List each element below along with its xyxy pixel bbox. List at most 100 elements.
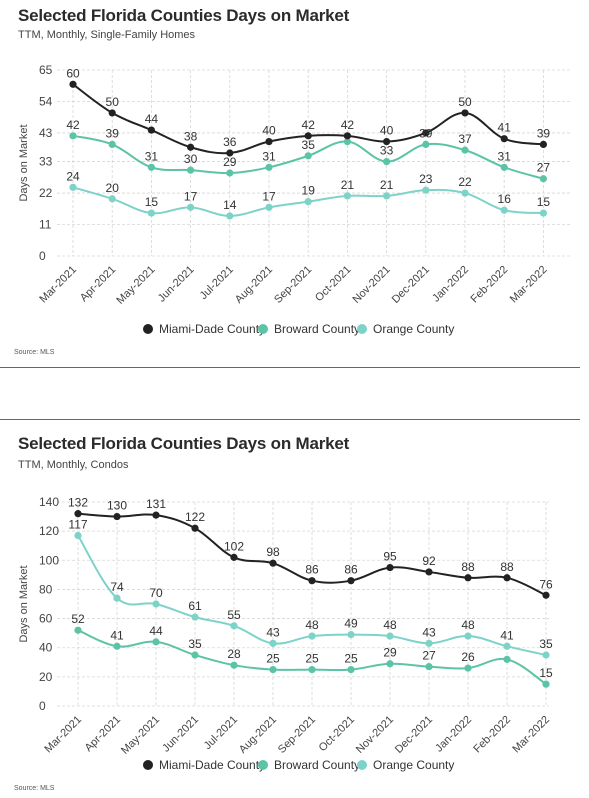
data-label: 15 — [539, 666, 553, 680]
data-point — [269, 559, 277, 567]
data-point — [422, 129, 430, 137]
x-tick-label: Mar-2022 — [508, 264, 550, 306]
data-label: 44 — [145, 112, 159, 126]
data-point — [304, 198, 312, 206]
data-label: 31 — [262, 149, 276, 163]
data-label: 29 — [223, 155, 237, 169]
data-label: 26 — [461, 650, 475, 664]
chart-source: Source: MLS — [14, 349, 55, 356]
data-point — [461, 189, 469, 197]
data-label: 102 — [224, 539, 244, 553]
data-point — [187, 203, 195, 211]
data-label: 39 — [419, 126, 433, 140]
chart-subtitle: TTM, Monthly, Condos — [18, 459, 129, 471]
chart-panel-condos: Selected Florida Counties Days on Market… — [0, 420, 589, 798]
data-point — [461, 146, 469, 154]
data-label: 88 — [500, 560, 514, 574]
x-tick-label: Mar-2022 — [510, 714, 552, 756]
data-point — [386, 660, 394, 668]
data-label: 122 — [185, 510, 205, 524]
data-label: 86 — [344, 563, 358, 577]
data-point — [383, 192, 391, 200]
data-point — [503, 574, 511, 582]
data-label: 16 — [498, 192, 512, 206]
y-tick-label: 40 — [39, 641, 53, 655]
data-label: 74 — [110, 580, 124, 594]
data-label: 60 — [66, 66, 80, 80]
data-point — [343, 132, 351, 140]
data-label: 98 — [266, 545, 280, 559]
data-label: 39 — [106, 126, 120, 140]
x-tick-label: Oct-2021 — [317, 714, 357, 754]
data-label: 42 — [341, 118, 355, 132]
data-point — [152, 600, 160, 608]
y-tick-label: 20 — [39, 670, 53, 684]
y-tick-label: 140 — [39, 495, 59, 509]
y-tick-label: 0 — [39, 249, 46, 263]
x-tick-label: Mar-2021 — [37, 264, 79, 306]
x-tick-label: Apr-2021 — [78, 264, 118, 304]
data-point — [269, 665, 277, 674]
data-point — [500, 163, 508, 171]
data-point — [539, 175, 548, 183]
x-tick-label: Apr-2021 — [83, 714, 123, 754]
y-tick-label: 0 — [39, 699, 46, 713]
data-label: 50 — [106, 95, 120, 109]
data-label: 25 — [305, 652, 319, 666]
data-point — [265, 137, 273, 146]
data-labels: 132 130 131 122 102 98 86 86 95 92 88 88 76 — [68, 496, 553, 592]
data-label: 33 — [380, 144, 394, 158]
legend-label: Miami-Dade County — [159, 322, 265, 336]
data-label: 88 — [461, 560, 475, 574]
data-point — [191, 524, 199, 532]
data-point — [187, 166, 195, 174]
data-label: 15 — [537, 195, 551, 209]
series-orange-county — [69, 183, 548, 220]
x-tick-label: Nov-2021 — [351, 264, 393, 306]
data-label: 49 — [344, 617, 358, 631]
data-label: 41 — [498, 121, 512, 135]
series-broward-county — [69, 132, 548, 183]
y-tick-label: 22 — [39, 186, 53, 200]
data-point — [191, 613, 199, 621]
data-point — [347, 665, 355, 674]
data-label: 36 — [223, 135, 237, 149]
data-point — [542, 680, 550, 688]
data-label: 43 — [422, 625, 436, 639]
data-label: 38 — [184, 129, 198, 143]
chart-subtitle: TTM, Monthly, Single-Family Homes — [18, 29, 196, 41]
data-point — [74, 510, 82, 518]
data-label: 31 — [145, 149, 159, 163]
legend: Miami-Dade County Broward County Orange Co… — [143, 758, 454, 772]
data-label: 42 — [66, 118, 80, 132]
data-point — [108, 109, 116, 117]
legend-marker — [258, 760, 268, 770]
chart-source: Source: MLS — [14, 785, 55, 792]
x-tick-label: Jul-2021 — [202, 714, 240, 752]
legend-label: Miami-Dade County — [159, 758, 265, 772]
legend: Miami-Dade County Broward County Orange Co… — [143, 322, 454, 336]
data-label: 14 — [223, 198, 237, 212]
data-label: 37 — [458, 132, 472, 146]
data-point — [147, 163, 155, 171]
data-label: 27 — [422, 649, 436, 663]
data-label: 44 — [149, 624, 163, 638]
data-point — [187, 143, 195, 151]
data-label: 41 — [110, 628, 124, 642]
data-label: 25 — [266, 652, 280, 666]
line-chart-condos: 0 20 40 60 80 100 120 140 Days on Market Mar-2021… — [18, 495, 553, 772]
data-label: 41 — [500, 628, 514, 642]
data-point — [347, 631, 355, 639]
data-label: 21 — [380, 178, 394, 192]
data-label: 39 — [537, 126, 551, 140]
data-point — [425, 639, 433, 647]
legend-label: Orange County — [373, 758, 454, 772]
y-tick-label: 65 — [39, 63, 53, 77]
data-point — [230, 622, 238, 630]
y-tick-label: 100 — [39, 553, 59, 567]
data-point — [343, 192, 351, 200]
x-tick-label: Sep-2021 — [276, 714, 318, 756]
data-label: 31 — [498, 149, 512, 163]
legend-label: Orange County — [373, 322, 454, 336]
data-point — [425, 663, 433, 671]
